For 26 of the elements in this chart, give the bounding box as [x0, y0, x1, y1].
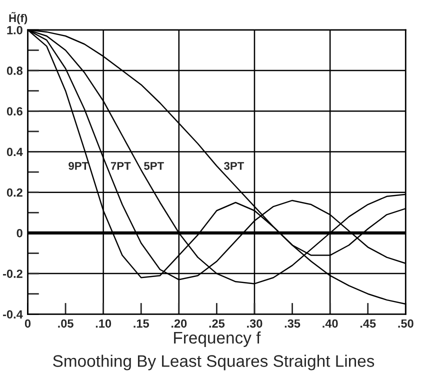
y-axis-title: H̃(f) [9, 12, 28, 24]
x-tick-label: .15 [134, 319, 149, 328]
x-axis-title: Frequency f [174, 331, 261, 347]
y-tick-label: 0.2 [6, 188, 22, 197]
x-tick-label: .05 [58, 319, 74, 328]
x-tick-label: .40 [322, 319, 338, 328]
x-tick-label: .45 [360, 319, 376, 328]
x-tick-label: .25 [209, 319, 225, 328]
text: Smoothing By Least Squares Straight Lines [53, 354, 374, 370]
series-label: 3PT [224, 162, 244, 170]
x-tick-label: .20 [172, 319, 187, 328]
y-tick-label: 0.4 [6, 148, 23, 156]
x-tick-label: .50 [398, 319, 414, 328]
series-label: 5PT [144, 162, 164, 170]
x-tick-label: .35 [284, 319, 300, 328]
y-tick-label: -0.4 [3, 310, 23, 319]
series-label: 7PT [110, 162, 131, 170]
y-tick-label: -0.2 [3, 270, 22, 278]
y-tick-label: 1.0 [7, 26, 22, 34]
y-tick-label: 0 [16, 228, 22, 238]
series-label: 9PT [68, 162, 88, 170]
y-tick-label: 0.6 [6, 107, 22, 116]
x-tick-label: .10 [96, 319, 112, 328]
x-tick-label: 0 [24, 319, 31, 328]
x-tick-label: .30 [247, 319, 262, 328]
y-tick-label: 0.8 [6, 66, 23, 75]
